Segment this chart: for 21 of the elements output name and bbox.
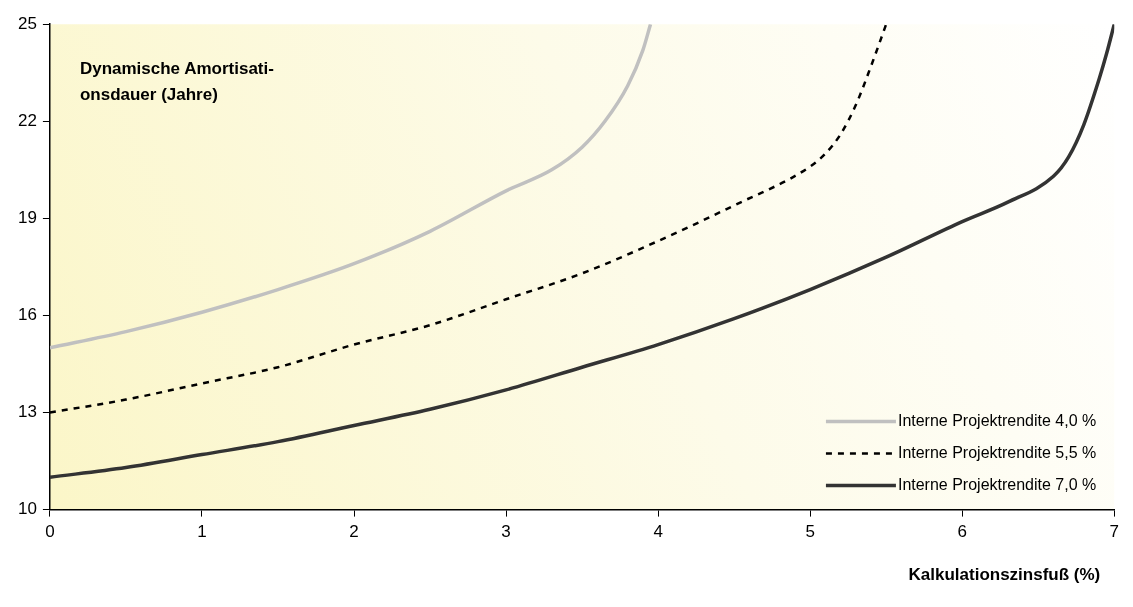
y-tick-label: 16 [17, 305, 37, 325]
x-axis-title: Kalkulationszinsfuß (%) [908, 564, 1101, 584]
line-series [49, 24, 1115, 479]
legend-label: Interne Projektrendite 5,5 % [897, 444, 1097, 462]
x-tick-label: 1 [197, 522, 207, 542]
x-tick-label: 0 [45, 522, 55, 542]
y-tick-label: 22 [17, 110, 37, 130]
x-tick-label: 7 [1109, 522, 1120, 542]
y-tick-label: 10 [17, 499, 37, 519]
x-tick-label: 2 [349, 522, 359, 542]
y-tick-label: 13 [17, 402, 37, 422]
legend-label: Interne Projektrendite 7,0 % [897, 476, 1097, 494]
x-tick-label: 5 [805, 522, 815, 542]
y-tick-label: 25 [17, 13, 37, 33]
x-tick-label: 4 [653, 522, 663, 542]
y-axis-title: Dynamische Amortisati- onsdauer (Jahre) [79, 59, 274, 105]
x-tick-label: 3 [501, 522, 511, 542]
x-tick-label: 6 [957, 522, 967, 542]
y-tick-label: 19 [17, 208, 37, 228]
legend-label: Interne Projektrendite 4,0 % [897, 412, 1097, 430]
line-series [49, 24, 653, 350]
